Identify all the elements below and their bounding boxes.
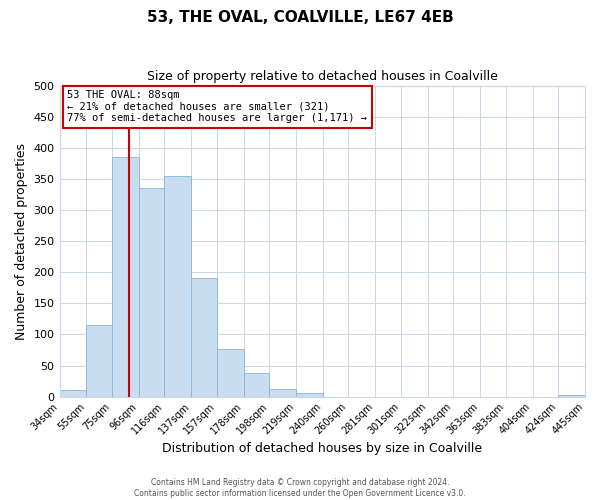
Bar: [164, 176, 191, 396]
Bar: [296, 393, 323, 396]
Bar: [217, 350, 244, 397]
Bar: [112, 157, 139, 396]
Title: Size of property relative to detached houses in Coalville: Size of property relative to detached ho…: [147, 70, 498, 83]
Bar: [269, 389, 296, 396]
Bar: [558, 395, 585, 396]
Y-axis label: Number of detached properties: Number of detached properties: [15, 142, 28, 340]
Text: 53, THE OVAL, COALVILLE, LE67 4EB: 53, THE OVAL, COALVILLE, LE67 4EB: [146, 10, 454, 25]
Bar: [86, 325, 112, 396]
Bar: [139, 188, 164, 396]
Text: 53 THE OVAL: 88sqm
← 21% of detached houses are smaller (321)
77% of semi-detach: 53 THE OVAL: 88sqm ← 21% of detached hou…: [67, 90, 367, 124]
Text: Contains HM Land Registry data © Crown copyright and database right 2024.
Contai: Contains HM Land Registry data © Crown c…: [134, 478, 466, 498]
Bar: [59, 390, 86, 396]
Bar: [191, 278, 217, 396]
Bar: [244, 373, 269, 396]
X-axis label: Distribution of detached houses by size in Coalville: Distribution of detached houses by size …: [162, 442, 482, 455]
